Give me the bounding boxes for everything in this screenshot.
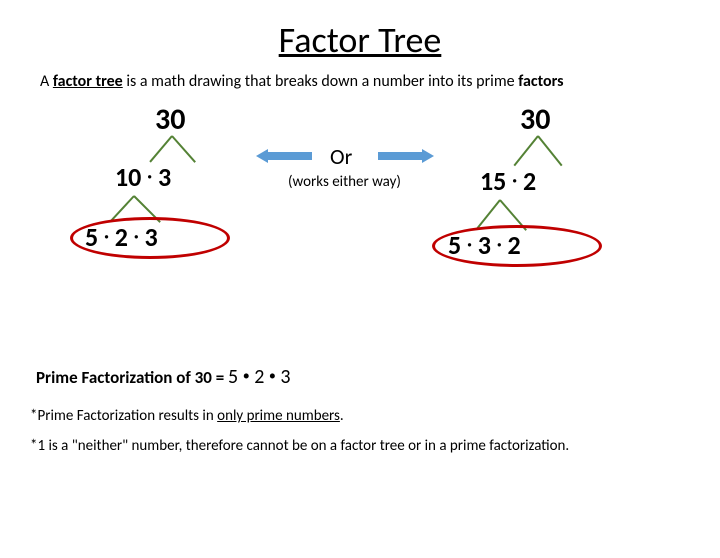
arrow-left-icon	[260, 149, 320, 163]
subtitle-bold: factor tree	[53, 72, 123, 91]
arrow-right-icon	[370, 149, 430, 163]
footnote1-post: .	[340, 407, 344, 425]
left-tree-root: 30	[155, 101, 185, 138]
footnote-1: *Prime Factorization results in only pri…	[30, 407, 720, 425]
prime-v2: 2	[254, 365, 264, 389]
prime-v3: 3	[280, 365, 290, 389]
subtitle-pre: A	[40, 72, 53, 91]
factor-tree-diagram: 3010 · 35 · 2 · 33015 · 25 · 3 · 2Or(wor…	[0, 101, 720, 361]
prime-v1: 5	[228, 365, 238, 389]
right-tree-row2: 15 · 2	[480, 165, 536, 197]
ring-icon	[432, 225, 602, 267]
ring-icon	[70, 217, 230, 259]
left-tree-row2: 10 · 3	[115, 161, 171, 193]
prime-factorization-line: Prime Factorization of 30 = 5 • 2 • 3	[36, 365, 720, 389]
footnote-2: *1 is a "neither" number, therefore cann…	[30, 437, 720, 455]
prime-label: Prime Factorization of 30 =	[36, 367, 224, 388]
dot-icon: •	[269, 367, 276, 384]
right-tree-root: 30	[520, 101, 550, 138]
footnote1-u: only prime numbers	[217, 407, 340, 425]
branch-line	[537, 135, 563, 166]
footnote1-pre: *Prime Factorization results in	[30, 407, 217, 425]
page-title: Factor Tree	[0, 18, 720, 62]
branch-line	[171, 135, 195, 162]
branch-line	[149, 135, 173, 162]
subtitle-end: factors	[518, 72, 563, 91]
prime-values: 5 • 2 • 3	[228, 365, 291, 389]
subtitle: A factor tree is a math drawing that bre…	[40, 72, 720, 91]
or-label: Or	[330, 143, 352, 170]
branch-line	[513, 135, 539, 166]
works-label: (works either way)	[288, 173, 401, 191]
subtitle-post: is a math drawing that breaks down a num…	[123, 72, 518, 91]
dot-icon: •	[243, 367, 250, 384]
